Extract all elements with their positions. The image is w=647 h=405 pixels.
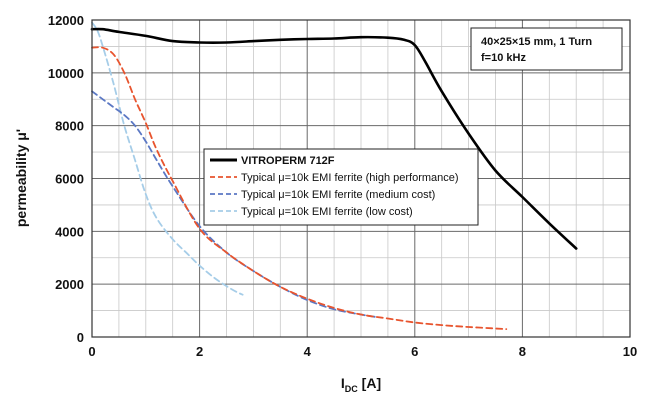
y-tick-label: 0 bbox=[77, 330, 84, 345]
legend: VITROPERM 712F Typical μ=10k EMI ferrite… bbox=[203, 148, 479, 226]
legend-label-medium-cost: Typical μ=10k EMI ferrite (medium cost) bbox=[241, 189, 435, 201]
legend-label-low-cost: Typical μ=10k EMI ferrite (low cost) bbox=[241, 206, 413, 218]
y-tick-label: 6000 bbox=[55, 172, 84, 187]
x-axis-title-main: I bbox=[341, 375, 345, 391]
plot-frame bbox=[91, 19, 631, 338]
x-axis-title-unit: [A] bbox=[358, 375, 381, 391]
x-tick-label: 8 bbox=[519, 344, 526, 359]
series-layer bbox=[90, 21, 578, 330]
legend-label-high-performance: Typical μ=10k EMI ferrite (high performa… bbox=[241, 172, 459, 184]
x-axis-title-subscript: DC bbox=[345, 384, 358, 394]
annotation-box: 40×25×15 mm, 1 Turn f=10 kHz bbox=[470, 27, 623, 71]
y-tick-label: 8000 bbox=[55, 119, 84, 134]
x-tick-label: 10 bbox=[623, 344, 637, 359]
x-tick-labels: 0 2 4 6 8 10 bbox=[88, 344, 637, 359]
y-tick-label: 4000 bbox=[55, 224, 84, 239]
legend-label-vitroperm: VITROPERM 712F bbox=[241, 155, 335, 167]
series-line-vitroperm bbox=[90, 27, 578, 250]
y-axis-title: permeability μ' bbox=[13, 129, 29, 227]
annotation-line-1: 40×25×15 mm, 1 Turn bbox=[481, 36, 592, 48]
x-axis-title: IDC [A] bbox=[341, 375, 381, 394]
legend-frame bbox=[203, 148, 479, 226]
y-tick-label: 10000 bbox=[48, 66, 84, 81]
annotation-line-2: f=10 kHz bbox=[481, 52, 526, 64]
y-tick-labels: 0 2000 4000 6000 8000 10000 12000 bbox=[48, 13, 84, 345]
x-tick-label: 6 bbox=[411, 344, 418, 359]
x-tick-label: 2 bbox=[196, 344, 203, 359]
y-tick-label: 2000 bbox=[55, 277, 84, 292]
x-tick-label: 0 bbox=[88, 344, 95, 359]
annotation-frame bbox=[470, 27, 623, 71]
y-tick-label: 12000 bbox=[48, 13, 84, 28]
x-tick-label: 4 bbox=[304, 344, 312, 359]
series-line-high-performance bbox=[91, 46, 508, 330]
